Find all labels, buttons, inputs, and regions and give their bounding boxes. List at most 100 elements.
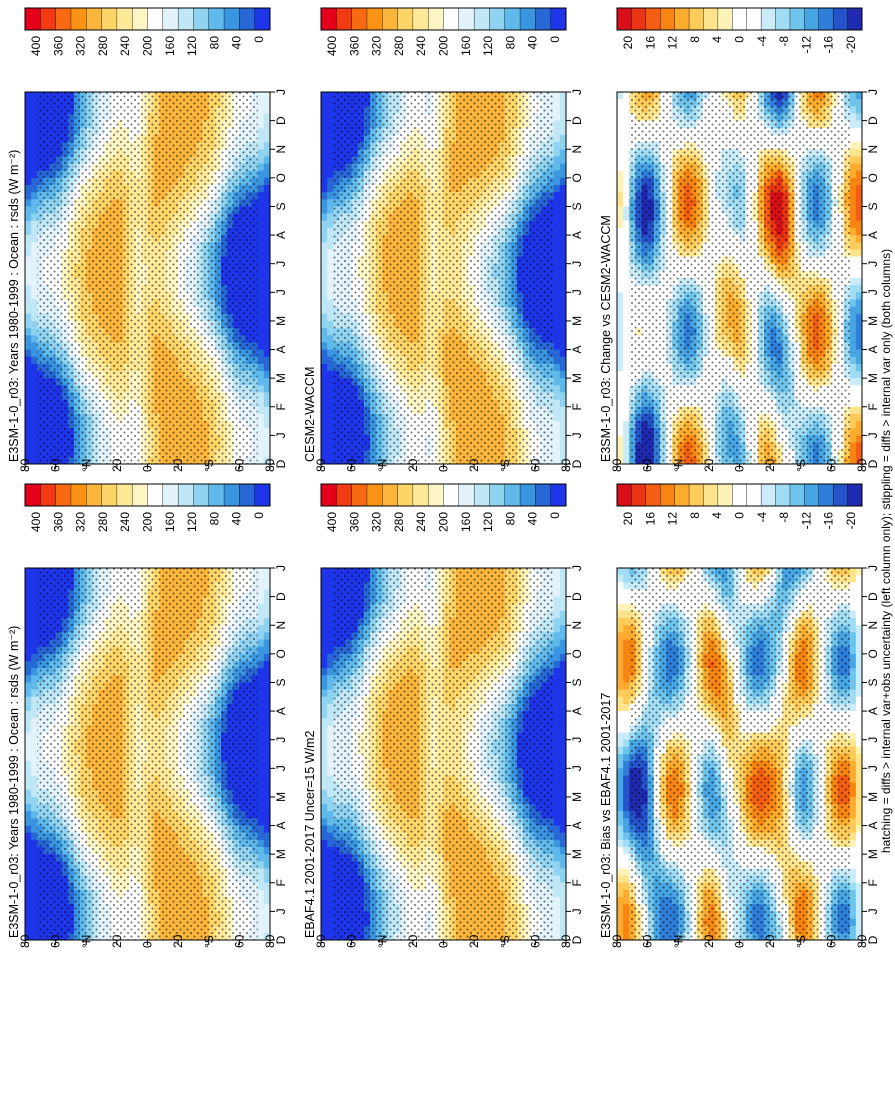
heatmap-cell bbox=[25, 421, 32, 429]
heatmap-cell bbox=[31, 221, 38, 229]
heatmap-cell bbox=[560, 135, 567, 143]
heatmap-cell bbox=[25, 299, 32, 307]
heatmap-cell bbox=[31, 149, 38, 157]
heatmap-cell bbox=[264, 264, 271, 272]
heatmap-cell bbox=[258, 135, 265, 143]
heatmap-cell bbox=[617, 307, 624, 315]
heatmap-cell bbox=[264, 342, 271, 350]
heatmap-cell bbox=[623, 156, 630, 164]
heatmap-cell bbox=[554, 214, 561, 222]
heatmap-cell bbox=[25, 314, 32, 322]
heatmap-cell bbox=[560, 357, 567, 365]
heatmap-cell bbox=[25, 342, 32, 350]
heatmap-cell bbox=[264, 99, 271, 107]
heatmap-cell bbox=[560, 335, 567, 343]
heatmap-cell bbox=[327, 149, 334, 157]
heatmap-cell bbox=[321, 121, 328, 129]
heatmap-cell bbox=[617, 278, 624, 286]
heatmap-cell bbox=[258, 371, 265, 379]
heatmap-cell bbox=[31, 435, 38, 443]
heatmap-cell bbox=[258, 392, 265, 400]
heatmap-cell bbox=[560, 92, 567, 100]
month-tick-label: J bbox=[570, 432, 584, 438]
heatmap-cell bbox=[264, 142, 271, 150]
heatmap-cell bbox=[25, 450, 32, 458]
heatmap-cell bbox=[623, 292, 630, 300]
month-tick-label: D bbox=[570, 116, 584, 125]
heatmap-cell bbox=[327, 400, 334, 408]
heatmap-cell bbox=[623, 142, 630, 150]
heatmap-cell bbox=[31, 235, 38, 243]
heatmap-cell bbox=[327, 428, 334, 436]
heatmap-cell bbox=[31, 106, 38, 114]
heatmap-cell bbox=[25, 164, 32, 172]
heatmap-cell bbox=[554, 292, 561, 300]
heatmap-cell bbox=[31, 407, 38, 415]
heatmap-cell bbox=[617, 92, 624, 100]
heatmap-cell bbox=[31, 228, 38, 236]
heatmap-cell bbox=[623, 92, 630, 100]
heatmap-cell bbox=[321, 149, 328, 157]
heatmap-cell bbox=[25, 278, 32, 286]
heatmap-cell bbox=[617, 164, 624, 172]
heatmap-cell bbox=[327, 285, 334, 293]
heatmap-cell bbox=[264, 92, 271, 100]
heatmap-cell bbox=[554, 257, 561, 265]
heatmap-cell bbox=[327, 214, 334, 222]
heatmap-cell bbox=[560, 342, 567, 350]
heatmap-cell bbox=[31, 421, 38, 429]
heatmap-cell bbox=[264, 235, 271, 243]
heatmap-cell bbox=[321, 106, 328, 114]
heatmap-cell bbox=[31, 457, 38, 465]
heatmap-cell bbox=[623, 278, 630, 286]
heatmap-cell bbox=[554, 171, 561, 179]
heatmap-cell bbox=[264, 392, 271, 400]
heatmap-cell bbox=[623, 314, 630, 322]
heatmap-cell bbox=[25, 357, 32, 365]
heatmap-cell bbox=[560, 235, 567, 243]
heatmap-cell bbox=[25, 443, 32, 451]
heatmap-cell bbox=[321, 135, 328, 143]
heatmap-cell bbox=[327, 206, 334, 214]
heatmap-cell bbox=[25, 156, 32, 164]
heatmap-cell bbox=[321, 443, 328, 451]
heatmap-cell bbox=[264, 257, 271, 265]
heatmap-cell bbox=[560, 192, 567, 200]
heatmap-cell bbox=[623, 421, 630, 429]
heatmap-cell bbox=[258, 235, 265, 243]
heatmap-cell bbox=[258, 350, 265, 358]
heatmap-cell bbox=[617, 342, 624, 350]
heatmap-cell bbox=[617, 443, 624, 451]
heatmap-cell bbox=[321, 221, 328, 229]
heatmap-cell bbox=[617, 299, 624, 307]
heatmap-cell bbox=[560, 149, 567, 157]
heatmap-cell bbox=[617, 357, 624, 365]
heatmap-cell bbox=[264, 443, 271, 451]
heatmap-cell bbox=[327, 121, 334, 129]
heatmap-cell bbox=[321, 235, 328, 243]
heatmap-cell bbox=[617, 185, 624, 193]
heatmap-cell bbox=[258, 443, 265, 451]
heatmap-cell bbox=[25, 428, 32, 436]
heatmap-cell bbox=[623, 214, 630, 222]
heatmap-cell bbox=[258, 106, 265, 114]
heatmap-cell bbox=[264, 350, 271, 358]
heatmap-cell bbox=[321, 335, 328, 343]
heatmap-cell bbox=[327, 407, 334, 415]
heatmap-cell bbox=[327, 314, 334, 322]
month-tick-label: J bbox=[570, 261, 584, 267]
heatmap-cell bbox=[264, 206, 271, 214]
heatmap-cell bbox=[623, 149, 630, 157]
heatmap-cell bbox=[327, 371, 334, 379]
heatmap-cell bbox=[617, 142, 624, 150]
heatmap-cell bbox=[560, 364, 567, 372]
heatmap-cell bbox=[258, 378, 265, 386]
heatmap-cell bbox=[321, 285, 328, 293]
heatmap-cell bbox=[31, 264, 38, 272]
month-tick-label: N bbox=[570, 145, 584, 154]
heatmap-cell bbox=[560, 371, 567, 379]
heatmap-cell bbox=[560, 350, 567, 358]
month-tick-label: O bbox=[274, 173, 288, 182]
heatmap-cell bbox=[554, 264, 561, 272]
